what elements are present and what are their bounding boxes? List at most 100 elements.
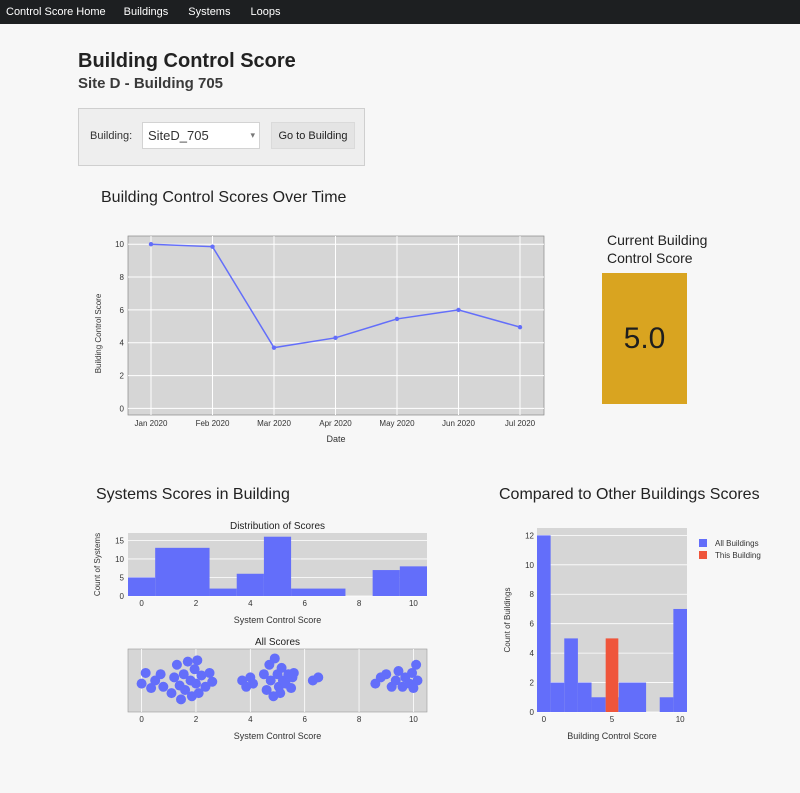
line-chart-ytick-label: 2 [120,372,125,381]
all-scores-point [155,669,166,680]
systems-hist-ytick-label: 10 [115,555,124,564]
all-scores-point [204,667,215,678]
all-scores-xtick-label: 8 [357,715,362,724]
systems-hist-ytick-label: 0 [120,592,125,601]
line-chart-point [210,244,215,249]
systems-hist-bar [372,570,400,596]
chevron-down-icon: ▾ [250,130,255,140]
all-scores-point [411,659,422,670]
systems-hist-bar [209,588,237,596]
all-scores-point [190,678,201,689]
all-scores-point [276,662,287,673]
systems-hist-xtick-label: 4 [248,599,253,608]
building-label: Building: [90,130,133,142]
line-chart-point [148,242,154,247]
all-scores-point [178,669,189,680]
systems-title: Systems Scores in Building [96,486,290,503]
all-scores-point [189,664,200,675]
line-chart-xtick-label: Feb 2020 [196,419,230,428]
over-time-title: Building Control Scores Over Time [101,189,347,206]
compared-hist-bar-all [550,682,565,712]
line-chart-ytick-label: 0 [120,404,125,413]
all-scores-xlabel: System Control Score [234,731,322,741]
nav-item-systems[interactable]: Systems [188,6,231,18]
all-scores-point [313,672,324,683]
compared-hist-bar-all [618,682,647,712]
all-scores-xtick-label: 2 [194,715,199,724]
go-to-building-button[interactable]: Go to Building [271,122,355,149]
all-scores-point [275,688,286,699]
compared-legend-swatch [699,539,707,547]
current-score-title: Current Building Control Score [607,231,747,267]
all-scores-xtick-label: 6 [302,715,307,724]
compared-hist-ytick-label: 2 [530,679,535,688]
nav-item-buildings[interactable]: Buildings [123,6,169,18]
line-chart-point [517,324,523,330]
all-scores-title: All Scores [255,637,300,648]
all-scores-point [381,669,392,680]
compared-hist-bar-all [591,697,606,712]
systems-hist-bar [128,577,156,596]
systems-hist-title: Distribution of Scores [230,521,325,532]
current-score-title-line2: Control Score [607,250,693,266]
systems-hist-bar [236,573,264,596]
compared-hist-bar-this [605,638,619,712]
all-scores-point [258,669,269,680]
all-scores-xtick-label: 0 [139,715,144,724]
compared-hist-bar-all [673,608,687,712]
line-chart-ytick-label: 8 [120,273,125,282]
all-scores-point [158,681,169,692]
systems-hist-xtick-label: 8 [357,599,362,608]
all-scores-point [248,678,259,689]
nav-brand-link[interactable]: Control Score Home [6,6,106,18]
all-scores-point [207,676,218,687]
systems-hist-xtick-label: 2 [194,599,199,608]
all-scores-point [286,683,297,694]
compared-legend-swatch [699,551,707,559]
nav-item-loops[interactable]: Loops [250,6,281,18]
line-chart-xtick-label: Mar 2020 [257,419,291,428]
line-chart-ytick-label: 4 [120,339,125,348]
systems-hist-ylabel: Count of Systems [93,533,102,596]
compared-title: Compared to Other Buildings Scores [499,486,760,503]
all-scores-point [166,688,177,699]
line-chart-point [271,345,277,350]
compared-hist-xtick-label: 10 [676,715,685,724]
all-scores-point [171,659,182,670]
compared-hist-bar-all [564,638,578,712]
all-scores-point [146,683,157,694]
all-scores-xtick-label: 4 [248,715,253,724]
building-select[interactable]: SiteD_705 ▾ [142,122,260,149]
compared-hist-ylabel: Count of Buildings [503,588,512,653]
line-chart-xtick-label: Jul 2020 [505,419,536,428]
systems-hist-xlabel: System Control Score [234,615,322,625]
compared-hist-bar-all [537,535,551,712]
compared-hist-ytick-label: 12 [525,531,534,540]
compared-hist-xlabel: Building Control Score [567,731,657,741]
all-scores-point [169,672,180,683]
building-selector-panel: Building: SiteD_705 ▾ Go to Building [78,108,365,166]
all-scores-point [407,667,418,678]
compared-hist-bar-all [659,697,674,712]
all-scores-point [193,688,204,699]
systems-hist-xtick-label: 10 [409,599,418,608]
line-chart-xtick-label: Jun 2020 [442,419,475,428]
systems-hist-bar [291,588,346,596]
all-scores-point [136,678,147,689]
systems-hist-xtick-label: 0 [139,599,144,608]
building-select-value: SiteD_705 [148,128,209,143]
all-scores-point [412,675,423,686]
compared-hist-ytick-label: 10 [525,561,534,570]
systems-hist-xtick-label: 6 [302,599,307,608]
compared-hist-bar-all [577,682,592,712]
page-title: Building Control Score [78,50,296,72]
all-scores-point [288,667,299,678]
all-scores-point [182,656,193,667]
systems-hist-bar [399,566,427,596]
current-score-box: 5.0 [602,273,687,404]
all-scores-point [261,684,272,695]
line-chart-ylabel: Building Control Score [94,293,103,373]
line-chart-ytick-label: 10 [115,240,124,249]
all-scores-point [269,653,280,664]
